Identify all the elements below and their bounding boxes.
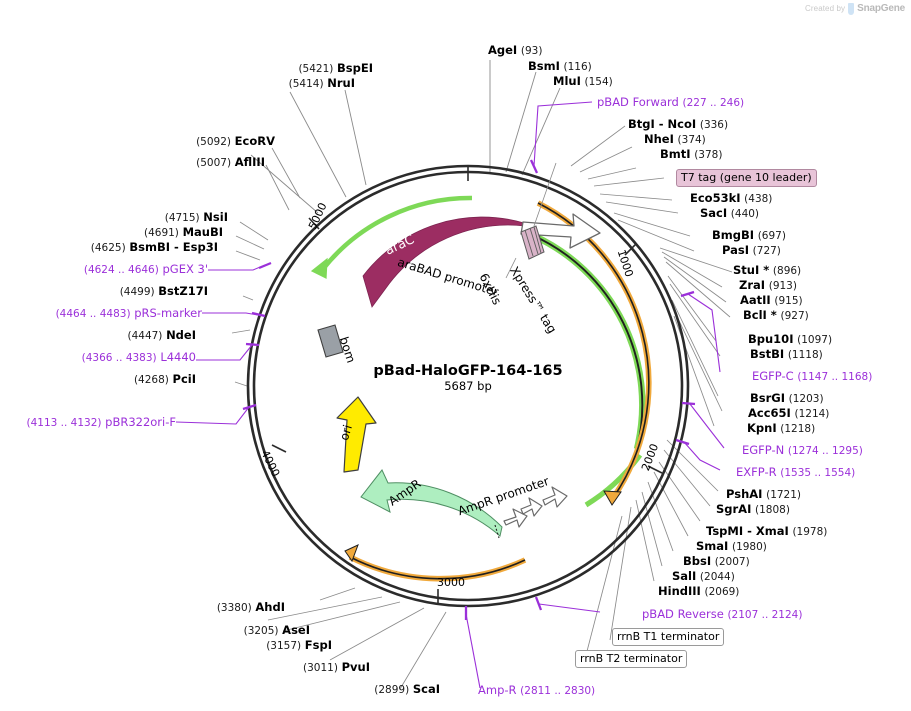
site-label-sali: SalI (2044) xyxy=(672,569,735,583)
feature-xpress-tag-box xyxy=(520,225,545,260)
site-label-asei: (3205) AseI xyxy=(243,623,310,637)
feature-arc-orange-bottom-arrowhead xyxy=(344,544,359,563)
primer-ticks xyxy=(242,159,696,620)
site-label-bsmi: BsmI (116) xyxy=(528,59,592,73)
site-label-fspi: (3157) FspI xyxy=(266,638,332,652)
site-label-scai: (2899) ScaI xyxy=(374,682,440,696)
site-label-btgi-ncoi: BtgI - NcoI (336) xyxy=(628,117,729,131)
site-label-aatii: AatII (915) xyxy=(740,293,803,307)
site-label-zrai: ZraI (913) xyxy=(739,278,797,292)
feature-arc-orange-right-arrowhead xyxy=(603,490,622,506)
feature-arac-arrow xyxy=(362,216,526,308)
snapgene-watermark: Created by SnapGene xyxy=(805,2,905,15)
site-label-agei: AgeI (93) xyxy=(488,43,543,57)
feature-arc-green-upper-left xyxy=(321,195,473,271)
feature-ori-arrow xyxy=(336,396,377,473)
watermark-prefix: Created by xyxy=(805,3,846,13)
site-label-stui: StuI * (896) xyxy=(733,263,802,277)
primer-label-egfp-c: EGFP-C (1147 .. 1168) xyxy=(752,369,873,383)
primer-label-pgex-3prime: (4624 .. 4646) pGEX 3' xyxy=(83,262,208,276)
site-label-bmti: BmtI (378) xyxy=(660,147,723,161)
leader-lines-right-mid xyxy=(659,247,733,427)
site-label-bbsi: BbsI (2007) xyxy=(683,554,750,568)
site-label-afliii: (5007) AflIII xyxy=(196,155,265,169)
watermark-brand: SnapGene xyxy=(857,2,905,14)
leader-lines-bottom xyxy=(267,587,447,690)
site-label-bsrgi: BsrGI (1203) xyxy=(750,391,824,405)
site-label-ndei: (4447) NdeI xyxy=(127,328,196,342)
site-label-smai: SmaI (1980) xyxy=(696,539,767,553)
site-label-nrui: (5414) NruI xyxy=(288,76,355,90)
site-label-bspei: (5421) BspEI xyxy=(298,61,373,75)
site-label-bmgbi: BmgBI (697) xyxy=(712,228,786,242)
feature-arc-orange-bottom-core xyxy=(349,556,526,580)
boxed-label-rrnb-t1-terminator: rrnB T1 terminator xyxy=(612,628,725,646)
feature-ampr-promoter-arrows xyxy=(503,486,568,528)
primer-label-exfp-r: EXFP-R (1535 .. 1554) xyxy=(736,465,856,479)
site-label-bstz17i: (4499) BstZ17I xyxy=(119,284,208,298)
leader-lines-left xyxy=(231,147,301,387)
site-label-tspmi-xmai: TspMI - XmaI (1978) xyxy=(706,524,828,538)
plasmid-size: 5687 bp xyxy=(444,379,492,393)
site-label-pvui: (3011) PvuI xyxy=(303,660,370,674)
boxed-label-t7-tag: T7 tag (gene 10 leader) xyxy=(676,169,817,187)
site-label-ecorv: (5092) EcoRV xyxy=(196,134,275,148)
site-label-ahdi: (3380) AhdI xyxy=(216,600,285,614)
site-label-saci: SacI (440) xyxy=(700,206,760,220)
ruler-ticks xyxy=(271,166,663,604)
site-label-kpni: KpnI (1218) xyxy=(747,421,816,435)
primer-label-pbr322ori-f: (4113 .. 4132) pBR322ori-F xyxy=(26,415,176,429)
leader-lines-top xyxy=(489,60,561,176)
site-label-nsii: (4715) NsiI xyxy=(164,210,228,224)
primer-label-egfp-n: EGFP-N (1274 .. 1295) xyxy=(742,443,863,457)
site-label-acc65i: Acc65I (1214) xyxy=(748,406,830,420)
leader-lines-right-upper xyxy=(570,125,695,252)
site-label-hindiii: HindIII (2069) xyxy=(658,584,740,598)
primer-label-pbad-forward: pBAD Forward (227 .. 246) xyxy=(597,95,745,109)
ruler-tick-3000: 3000 xyxy=(437,576,465,589)
primer-label-l4440: (4366 .. 4383) L4440 xyxy=(81,350,196,364)
primer-label-prs-marker: (4464 .. 4483) pRS-marker xyxy=(55,306,202,320)
site-label-sgrai: SgrAI (1808) xyxy=(716,502,790,516)
plasmid-title: pBad-HaloGFP-164-165 xyxy=(373,363,563,379)
site-label-bcli: BclI * (927) xyxy=(743,308,809,322)
feature-arc-green-upper-left-arrowhead xyxy=(310,257,328,279)
feature-arc-green-right-core xyxy=(531,234,644,450)
site-label-pcii: (4268) PciI xyxy=(133,372,196,386)
primer-leader-lines xyxy=(175,101,725,689)
site-label-pasi: PasI (727) xyxy=(722,243,781,257)
feature-bom-box xyxy=(317,324,344,358)
leader-line-xpress-tag xyxy=(505,162,557,279)
boxed-label-rrnb-t2-terminator: rrnB T2 terminator xyxy=(575,650,688,668)
primer-label-amp-r: Amp-R (2811 .. 2830) xyxy=(478,683,596,697)
feature-ampr-arrow xyxy=(360,469,503,537)
site-label-pshai: PshAI (1721) xyxy=(726,487,802,501)
site-label-maubi: (4691) MauBI xyxy=(143,225,223,239)
site-label-nhei: NheI (374) xyxy=(644,132,706,146)
leader-lines-top-left xyxy=(250,89,367,214)
site-label-bsmbi-esp3i: (4625) BsmBI - Esp3I xyxy=(90,240,218,254)
site-label-eco53ki: Eco53kI (438) xyxy=(690,191,773,205)
site-label-bpu10i: Bpu10I (1097) xyxy=(748,332,833,346)
site-label-mlui: MluI (154) xyxy=(553,74,613,88)
snapgene-logo-icon xyxy=(848,3,855,15)
site-label-bstbi: BstBI (1118) xyxy=(750,347,823,361)
primer-label-pbad-reverse: pBAD Reverse (2107 .. 2124) xyxy=(642,607,803,621)
